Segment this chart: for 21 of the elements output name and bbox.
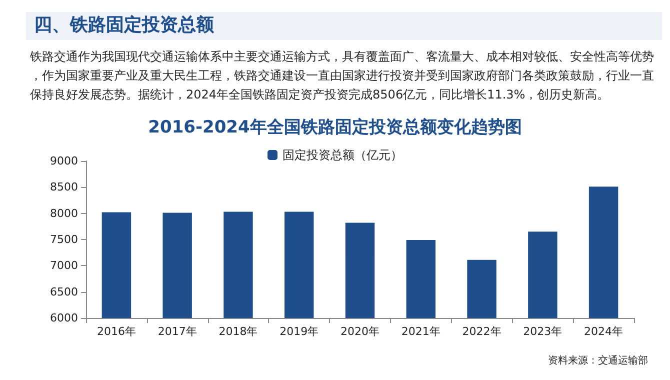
chart-title: 2016-2024年全国铁路固定投资总额变化趋势图 [148, 118, 522, 138]
legend-label: 固定投资总额（亿元） [282, 148, 402, 162]
y-tick-label: 9000 [50, 154, 78, 168]
text: 铁路交通作为我国现代交通运输体系中主要交通运输方式，具有覆盖面广、客流量大、成本相对较低、安全性高等优势，作为国家重要产业及重大民生工程，铁路交通建设一直由国家进行投资并受到国家政府部门各类政策鼓励，行业一直保持良好发展态势。据统计，2024年全国铁路固定资产投资完成8506亿元，同比增长11.3%，创历史新高。 [29, 50, 654, 102]
text: 四、铁路固定投资总额 [34, 14, 215, 36]
x-tick-label: 2019年 [280, 325, 319, 338]
y-tick-label: 8000 [50, 206, 78, 220]
x-tick-label: 2020年 [340, 325, 380, 338]
y-tick-label: 8500 [50, 180, 78, 194]
x-tick-label: 2016年 [96, 325, 136, 338]
y-tick-label: 7000 [50, 259, 78, 272]
x-tick-label: 2022年 [462, 325, 502, 338]
text: 资料来源：交通运输部 [548, 354, 648, 366]
y-tick-label: 7500 [50, 233, 78, 246]
y-tick-label: 6500 [50, 285, 78, 298]
x-tick-label: 2018年 [218, 325, 258, 338]
x-tick-label: 2024年 [584, 325, 624, 338]
x-tick-label: 2023年 [523, 325, 562, 338]
x-tick-label: 2017年 [158, 325, 197, 338]
x-tick-label: 2021年 [401, 325, 440, 338]
y-tick-label: 6000 [50, 312, 78, 324]
